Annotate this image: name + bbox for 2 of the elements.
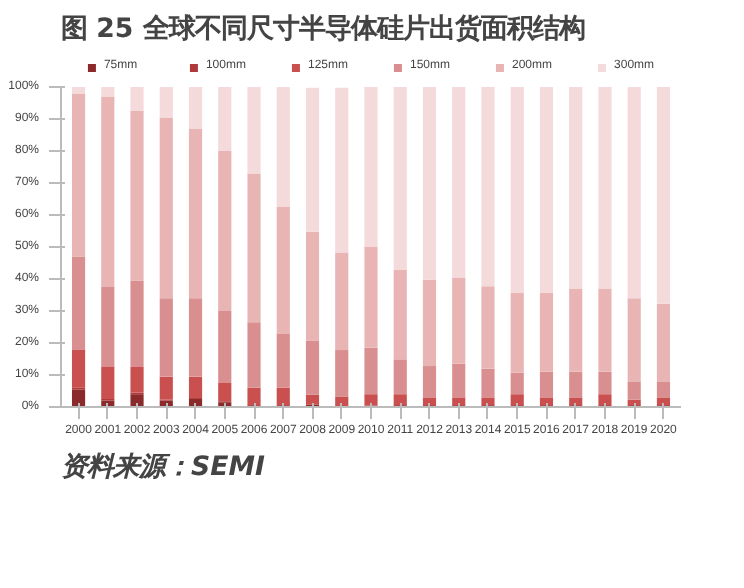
chart-title: 图 25 全球不同尺寸半导体硅片出货面积结构 <box>61 13 585 45</box>
text: 资料来源：SEMI <box>61 451 265 483</box>
